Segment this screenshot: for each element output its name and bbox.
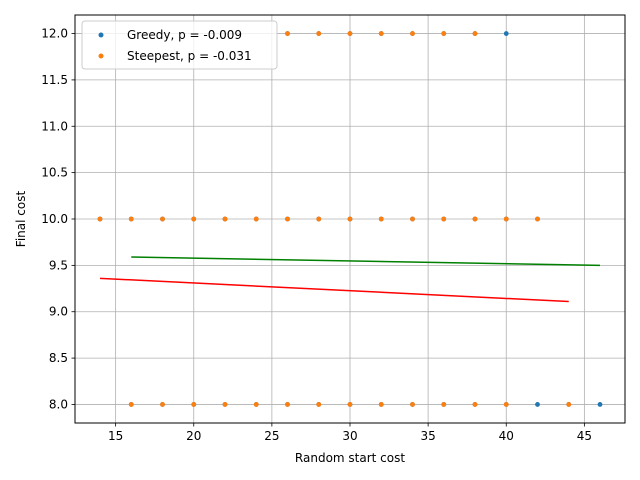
steepest-point: [347, 216, 353, 222]
x-tick-label: 40: [499, 429, 514, 443]
steepest-point: [128, 216, 134, 222]
steepest-point: [253, 216, 259, 222]
x-tick-label: 35: [420, 429, 435, 443]
x-tick-label: 25: [264, 429, 279, 443]
legend-marker-greedy: [98, 32, 104, 38]
y-tick-label: 11.0: [41, 119, 68, 133]
x-axis-label: Random start cost: [295, 451, 405, 465]
y-tick-label: 9.0: [49, 305, 68, 319]
steepest-point: [441, 402, 447, 407]
steepest-point: [285, 402, 290, 407]
greedy-point: [597, 402, 603, 407]
y-axis-ticks: 8.0 8.5 9.0 9.5 10.0 10.5 11.0 11.5 12.0: [41, 27, 75, 411]
legend-box: [81, 20, 278, 70]
steepest-point: [253, 402, 259, 407]
steepest-point: [347, 31, 353, 36]
x-tick-label: 15: [108, 429, 123, 443]
steepest-point: [316, 31, 322, 36]
steepest-point: [191, 402, 197, 407]
steepest-point: [160, 216, 165, 222]
y-tick-label: 11.5: [41, 73, 68, 87]
y-tick-label: 9.5: [49, 258, 68, 272]
steepest-trend-line: [99, 277, 569, 303]
steepest-point: [410, 216, 415, 222]
steepest-point: [472, 216, 478, 222]
x-tick-label: 45: [577, 429, 592, 443]
y-tick-label: 8.0: [49, 397, 68, 411]
steepest-point: [128, 402, 134, 407]
steepest-point: [222, 216, 228, 222]
steepest-point: [285, 216, 290, 222]
greedy-trend-line: [131, 256, 601, 267]
legend-label-greedy: Greedy, p = -0.009: [127, 28, 242, 42]
y-tick-label: 10.0: [41, 212, 68, 226]
steepest-point: [160, 402, 165, 407]
y-axis-label: Final cost: [14, 191, 28, 248]
steepest-point: [347, 402, 353, 407]
steepest-point: [410, 31, 415, 36]
steepest-point: [316, 402, 322, 407]
steepest-point: [503, 216, 509, 222]
steepest-point: [503, 402, 509, 407]
steepest-point: [97, 216, 103, 222]
legend: Greedy, p = -0.009 Steepest, p = -0.031: [81, 20, 278, 70]
steepest-point: [535, 216, 540, 222]
data-points: [97, 31, 603, 407]
y-tick-label: 10.5: [41, 166, 68, 180]
steepest-point: [472, 31, 478, 36]
steepest-point: [410, 402, 415, 407]
steepest-point: [285, 31, 290, 36]
steepest-point: [441, 216, 447, 222]
x-tick-label: 30: [342, 429, 357, 443]
steepest-point: [378, 31, 384, 36]
steepest-point: [191, 216, 197, 222]
steepest-point: [222, 402, 228, 407]
steepest-point: [472, 402, 478, 407]
greedy-point: [535, 402, 540, 407]
steepest-point: [378, 402, 384, 407]
y-tick-label: 12.0: [41, 27, 68, 41]
y-tick-label: 8.5: [49, 351, 68, 365]
steepest-point: [316, 216, 322, 222]
steepest-point: [441, 31, 447, 36]
trend-lines: [99, 256, 601, 303]
steepest-point: [566, 402, 572, 407]
legend-marker-steepest: [98, 53, 104, 59]
steepest-point: [378, 216, 384, 222]
greedy-point: [503, 31, 509, 36]
x-tick-label: 20: [186, 429, 201, 443]
x-axis-ticks: 15 20 25 30 35 40 45: [108, 423, 592, 443]
legend-label-steepest: Steepest, p = -0.031: [127, 49, 252, 63]
